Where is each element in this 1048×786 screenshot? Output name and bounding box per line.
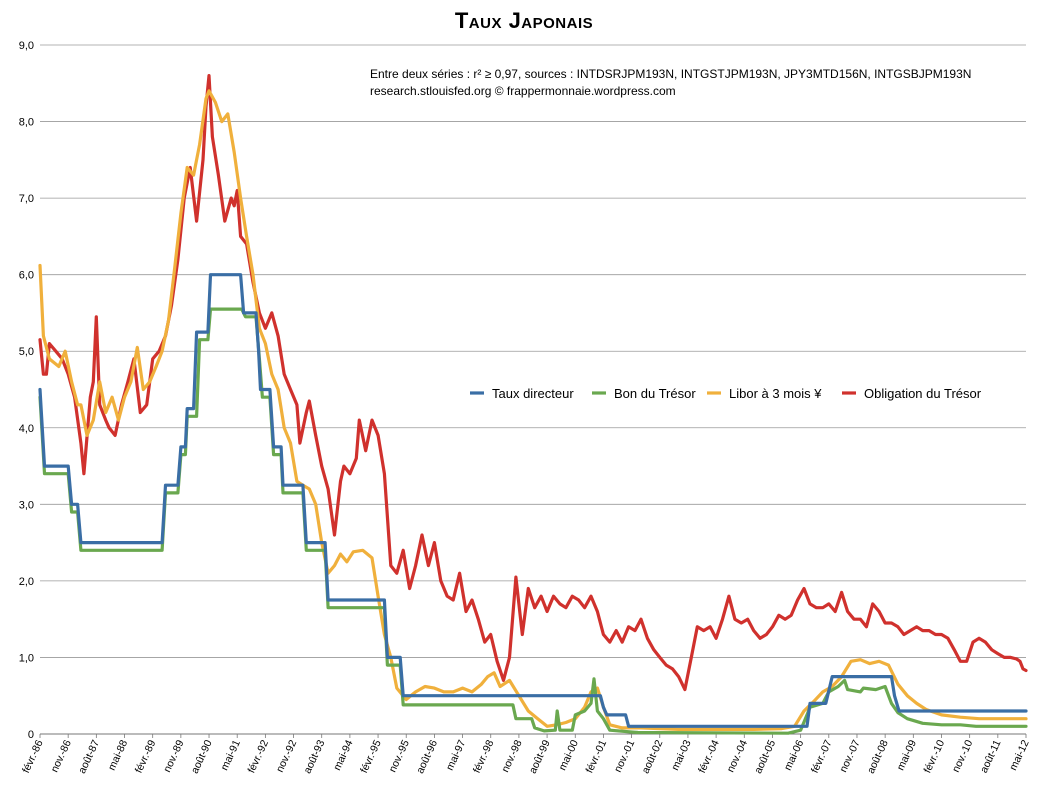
y-tick-label: 1,0 xyxy=(19,652,34,664)
y-tick-label: 0 xyxy=(28,729,34,741)
x-tick-label: nov.-89 xyxy=(161,738,186,774)
legend-entry: Libor à 3 mois ¥ xyxy=(729,386,822,401)
series-line-libor-3-mois- xyxy=(38,89,1028,731)
credit-annotation: research.stlouisfed.org © frappermonnaie… xyxy=(370,84,676,98)
x-tick-label: nov.-07 xyxy=(837,738,862,774)
y-tick-label: 7,0 xyxy=(19,193,34,205)
legend: Taux directeur Bon du Trésor Libor à 3 moi… xyxy=(470,386,982,401)
x-tick-label: mai-97 xyxy=(444,738,469,772)
x-tick-label: févr.-01 xyxy=(583,738,609,775)
x-tick-label: août-87 xyxy=(76,738,102,775)
x-tick-label: août-96 xyxy=(414,738,440,775)
y-tick-label: 3,0 xyxy=(19,499,34,511)
x-tick-label: mai-09 xyxy=(895,738,920,772)
x-tick-label: nov.-10 xyxy=(950,738,975,774)
x-tick-label: août-08 xyxy=(865,738,891,775)
x-tick-label: mai-12 xyxy=(1007,738,1032,772)
x-tick-label: août-11 xyxy=(978,738,1004,775)
x-tick-label: nov.-92 xyxy=(274,738,299,774)
x-tick-label: août-05 xyxy=(752,738,778,775)
x-tick-label: mai-91 xyxy=(218,738,243,772)
x-tick-label: nov.-95 xyxy=(387,738,412,774)
x-tick-label: févr.-07 xyxy=(809,738,835,775)
x-axis-ticks: févr.-86 nov.-86 août-87 mai-88 févr.-89 nov.… xyxy=(20,734,1032,776)
x-tick-label: mai-03 xyxy=(669,738,694,772)
legend-entry: Obligation du Trésor xyxy=(864,386,982,401)
x-tick-label: août-90 xyxy=(189,738,215,775)
x-tick-label: mai-00 xyxy=(557,738,582,772)
x-tick-label: août-93 xyxy=(302,738,328,775)
source-annotation: Entre deux séries : r² ≥ 0,97, sources :… xyxy=(370,67,972,81)
x-tick-label: mai-06 xyxy=(782,738,807,772)
grid-lines xyxy=(40,44,1026,735)
legend-entry: Taux directeur xyxy=(492,386,574,401)
x-tick-label: nov.-04 xyxy=(725,738,750,774)
series-line-bon-du-tr-sor xyxy=(38,307,1028,735)
y-tick-label: 5,0 xyxy=(19,346,34,358)
series-line-taux-directeur xyxy=(38,273,1028,728)
y-tick-label: 8,0 xyxy=(19,117,34,129)
x-tick-label: févr.-89 xyxy=(133,738,159,775)
x-tick-label: nov.-98 xyxy=(499,738,524,774)
x-tick-label: févr.-92 xyxy=(245,738,271,775)
x-tick-label: mai-88 xyxy=(106,738,131,772)
x-tick-label: févr.-98 xyxy=(471,738,497,775)
x-tick-label: nov.-86 xyxy=(49,738,74,774)
x-tick-label: août-02 xyxy=(640,738,666,775)
legend-entry: Bon du Trésor xyxy=(614,386,696,401)
y-axis-ticks: 0 1,0 2,0 3,0 4,0 5,0 6,0 7,0 8,0 9,0 xyxy=(19,40,34,741)
x-tick-label: août-99 xyxy=(527,738,553,775)
series-line-obligation-du-tr-sor xyxy=(38,74,1028,692)
x-tick-label: mai-94 xyxy=(331,738,356,772)
y-tick-label: 9,0 xyxy=(19,40,34,52)
series-lines xyxy=(38,74,1028,735)
x-tick-label: févr.-04 xyxy=(696,738,722,775)
x-tick-label: févr.-95 xyxy=(358,738,384,775)
y-tick-label: 4,0 xyxy=(19,423,34,435)
chart-title: Taux Japonais xyxy=(454,8,594,33)
y-tick-label: 2,0 xyxy=(19,576,34,588)
x-tick-label: févr.-10 xyxy=(922,738,948,775)
y-tick-label: 6,0 xyxy=(19,270,34,282)
x-tick-label: nov.-01 xyxy=(612,738,637,774)
x-tick-label: févr.-86 xyxy=(20,738,46,775)
